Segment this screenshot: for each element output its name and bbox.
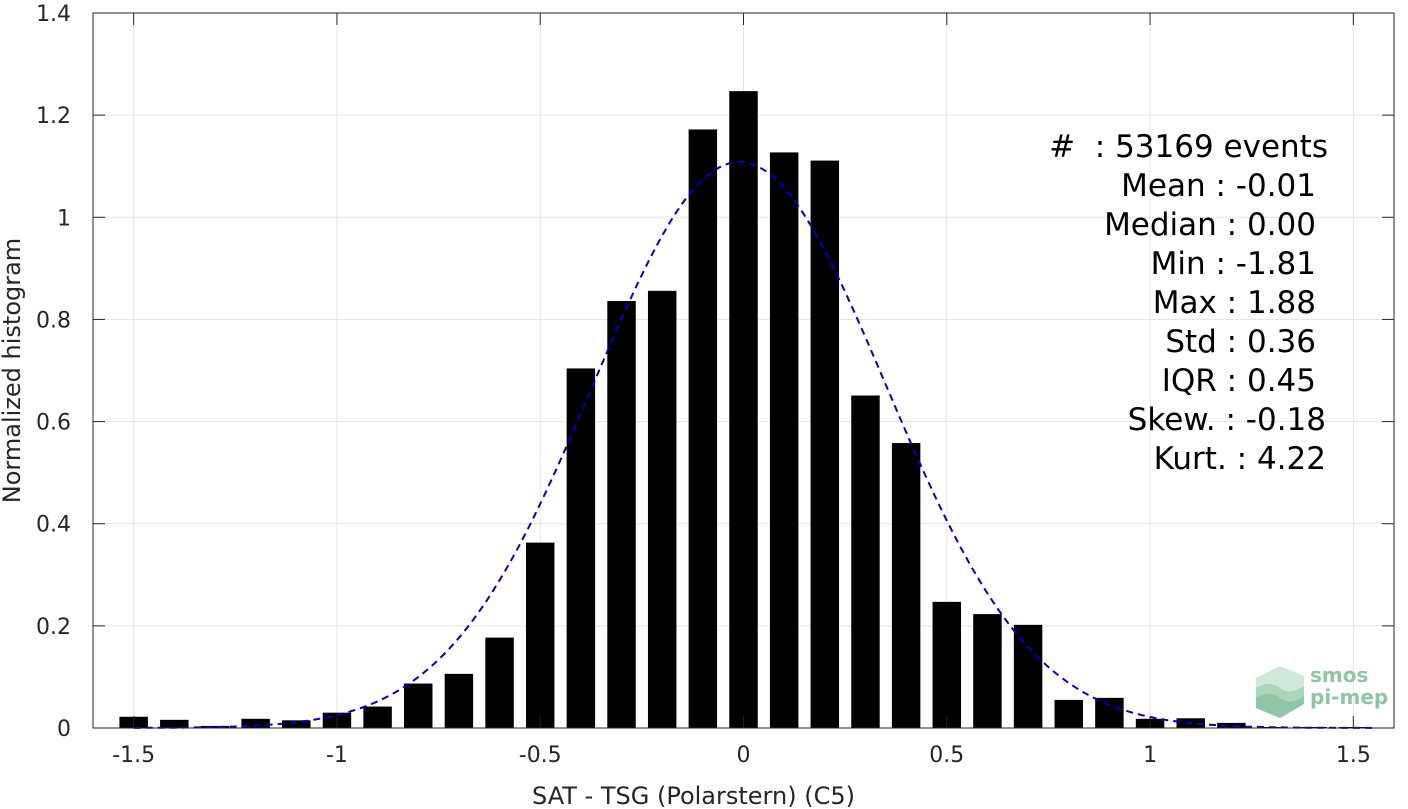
histogram-bar <box>769 152 799 729</box>
histogram-bar <box>607 301 636 728</box>
logo-line-1: smos <box>1310 663 1369 687</box>
logo-wave-icon <box>1256 666 1304 718</box>
y-tick-label: 1.2 <box>36 104 71 129</box>
stat-events: # : 53169 events <box>1049 129 1328 165</box>
histogram-bar <box>1013 624 1043 728</box>
stat-min: Min : -1.81 <box>1150 246 1316 282</box>
y-tick-label: 0.4 <box>36 513 71 538</box>
x-tick-label: -1 <box>326 743 348 768</box>
histogram-bar <box>485 637 514 728</box>
x-tick-label: 0 <box>737 743 751 768</box>
logo-text: smos pi-mep <box>1310 664 1388 708</box>
histogram-bar <box>729 91 758 728</box>
histogram-bar <box>851 395 880 728</box>
histogram-bar <box>282 720 311 728</box>
histogram-bar <box>647 290 677 728</box>
histogram-bar <box>932 601 962 728</box>
histogram-bar <box>973 614 1002 728</box>
stat-iqr: IQR : 0.45 <box>1161 363 1316 399</box>
histogram-bar <box>200 725 230 728</box>
stats-box: # : 53169 events Mean : -0.01 Median : 0… <box>1049 128 1328 479</box>
histogram-bar <box>891 443 921 728</box>
y-tick-label: 1.4 <box>36 2 71 27</box>
x-tick-label: 0.5 <box>929 743 964 768</box>
y-tick-label: 0.8 <box>36 308 71 333</box>
y-tick-label: 0 <box>57 717 71 742</box>
x-tick-label: -0.5 <box>519 743 562 768</box>
stat-std: Std : 0.36 <box>1165 324 1316 360</box>
histogram-bar <box>810 160 840 728</box>
histogram-bar <box>160 719 189 728</box>
histogram-bar <box>566 368 596 728</box>
y-axis-label: Normalized histogram <box>0 238 26 503</box>
stat-mean: Mean : -0.01 <box>1121 168 1316 204</box>
smos-pimep-logo: smos pi-mep <box>1252 664 1392 722</box>
x-tick-label: -1.5 <box>112 743 155 768</box>
x-axis-label: SAT - TSG (Polarstern) (C5) <box>532 782 855 809</box>
x-tick-label: 1 <box>1143 743 1157 768</box>
y-tick-label: 1 <box>57 206 71 231</box>
stat-kurt: Kurt. : 4.22 <box>1153 441 1326 477</box>
histogram-bar <box>444 673 474 728</box>
histogram-bar <box>1217 722 1246 728</box>
x-tick-label: 1.5 <box>1336 743 1371 768</box>
histogram-bar <box>404 683 433 728</box>
logo-line-2: pi-mep <box>1310 685 1389 709</box>
y-tick-label: 0.6 <box>36 411 71 436</box>
stat-max: Max : 1.88 <box>1152 285 1316 321</box>
histogram-bar <box>525 542 555 728</box>
histogram-bar <box>1054 699 1083 728</box>
stat-median: Median : 0.00 <box>1104 207 1316 243</box>
normal-fit-curve <box>133 161 1374 729</box>
histogram-bar <box>1298 726 1327 728</box>
stat-skew: Skew. : -0.18 <box>1127 402 1326 438</box>
histogram-bar <box>1095 697 1124 728</box>
axis-ticks: -1.5 -1 -0.5 0 0.5 1 1.5 0 0.2 0.4 0.6 0.8 1 1.2 1.4 <box>36 2 1394 768</box>
histogram-bar <box>688 129 718 728</box>
y-tick-label: 0.2 <box>36 615 71 640</box>
histogram-bar <box>363 706 392 728</box>
histogram-bar <box>241 718 270 728</box>
